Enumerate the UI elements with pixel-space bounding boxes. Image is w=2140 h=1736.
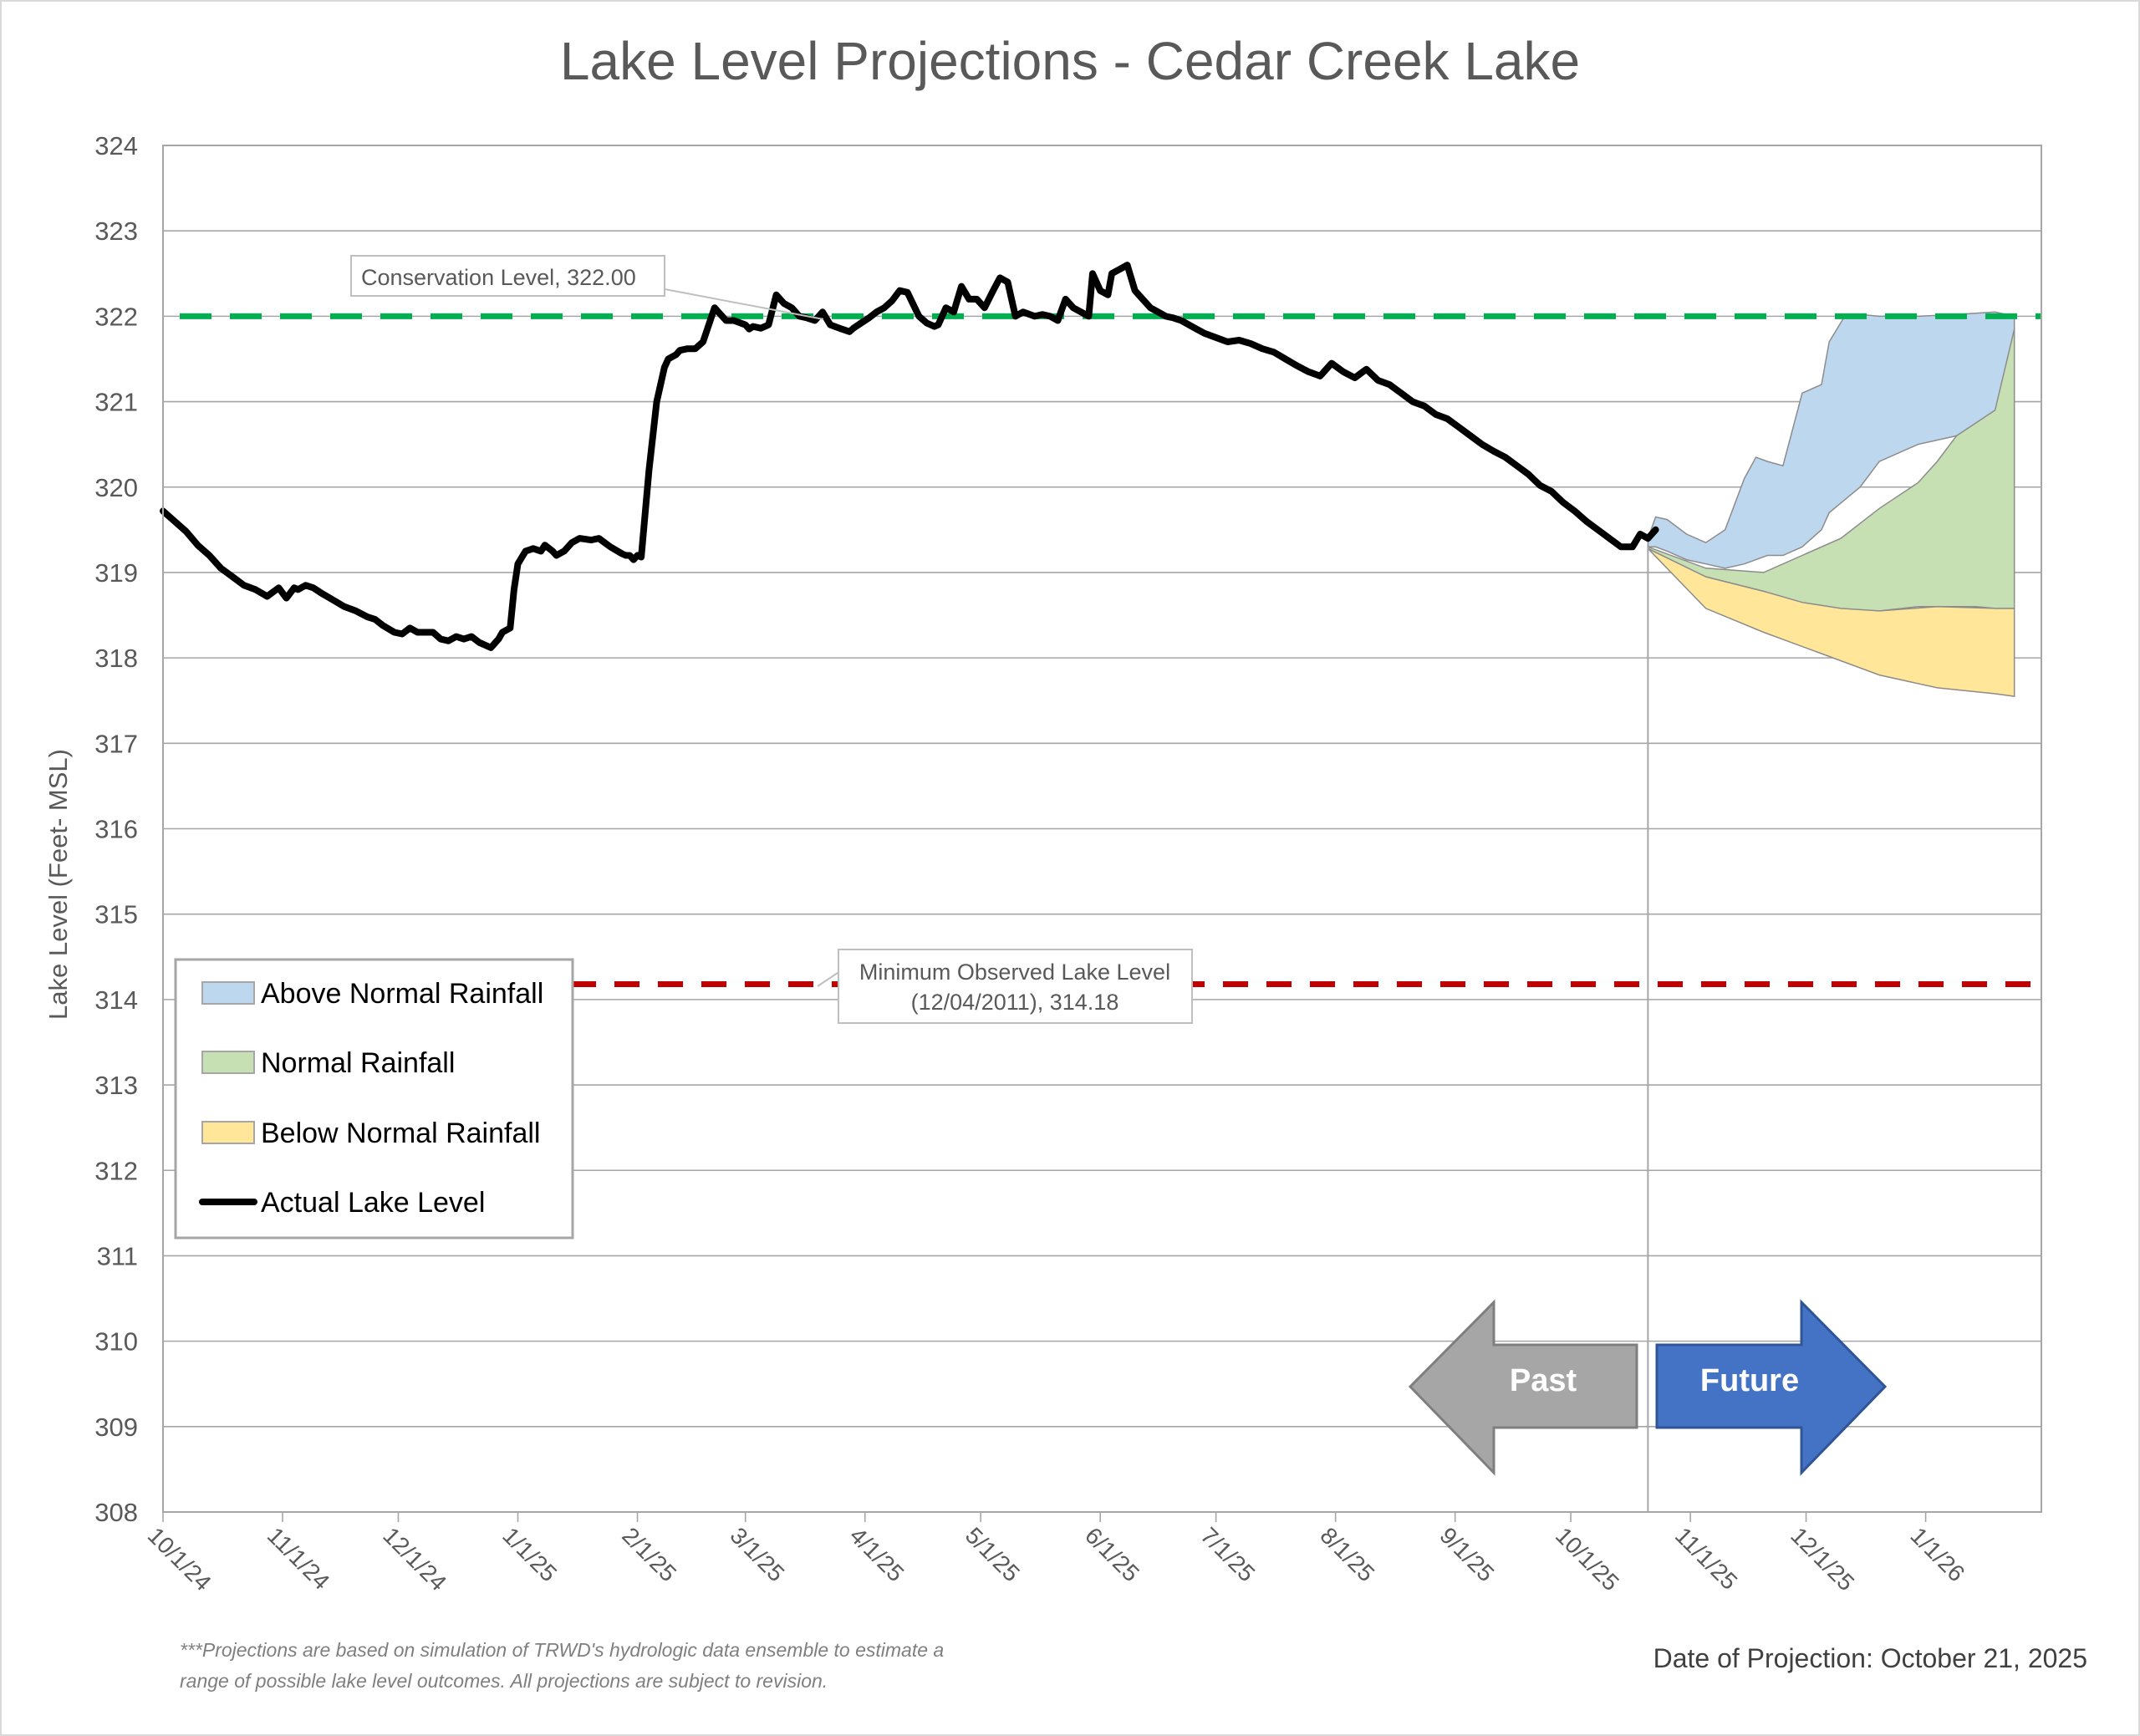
conservation-level-label: Conservation Level, 322.00 (361, 265, 636, 290)
legend: Above Normal Rainfall Normal Rainfall Be… (174, 958, 574, 1240)
plot-area (162, 145, 2042, 1513)
date-of-projection: Date of Projection: October 21, 2025 (1653, 1643, 2087, 1673)
minimum-level-callout: Minimum Observed Lake Level (12/04/2011)… (817, 949, 1193, 1024)
x-tick-label: 11/1/25 (1670, 1522, 1743, 1595)
y-tick-label: 313 (94, 1071, 138, 1100)
x-tick-label: 8/1/25 (1315, 1522, 1379, 1586)
y-tick-label: 322 (94, 302, 138, 331)
y-tick-label: 310 (94, 1327, 138, 1357)
y-tick-label: 311 (97, 1241, 138, 1270)
future-arrow: Future (1655, 1299, 1888, 1476)
x-tick-label: 10/1/24 (143, 1522, 217, 1596)
past-arrow-label: Past (1510, 1363, 1577, 1398)
minimum-level-label-line2: (12/04/2011), 314.18 (911, 990, 1119, 1015)
y-tick-label: 316 (94, 815, 138, 844)
legend-label-above-normal: Above Normal Rainfall (261, 978, 543, 1010)
x-tick-label: 2/1/25 (617, 1522, 681, 1586)
y-tick-label: 309 (94, 1413, 138, 1442)
x-tick-label: 3/1/25 (725, 1522, 789, 1586)
x-tick-label: 10/1/25 (1551, 1522, 1624, 1596)
callout-leader (817, 970, 841, 987)
callout-box (838, 949, 1193, 1024)
past-arrow: Past (1408, 1299, 1638, 1476)
y-tick-label: 323 (94, 216, 138, 246)
legend-swatch-below-normal (201, 1121, 255, 1144)
x-tick-label: 7/1/25 (1195, 1522, 1260, 1586)
x-tick-label: 1/1/26 (1905, 1522, 1969, 1586)
y-tick-label: 308 (94, 1498, 138, 1527)
y-axis-title: Lake Level (Feet- MSL) (43, 749, 73, 1020)
callout-box (350, 255, 665, 297)
gridlines (163, 145, 2041, 1513)
x-tick-label: 9/1/25 (1434, 1522, 1499, 1586)
above-normal-rainfall-band (1647, 311, 2015, 569)
chart-title: Lake Level Projections - Cedar Creek Lak… (560, 31, 1580, 91)
callout-leader (660, 288, 824, 320)
legend-swatch-normal (201, 1051, 255, 1074)
y-tick-label: 314 (94, 985, 138, 1015)
x-tick-label: 6/1/25 (1080, 1522, 1144, 1586)
conservation-level-callout: Conservation Level, 322.00 (350, 255, 824, 320)
y-tick-label: 321 (94, 388, 138, 417)
y-tick-label: 319 (94, 558, 138, 588)
x-tick-label: 11/1/24 (262, 1522, 335, 1595)
y-tick-label: 320 (94, 473, 138, 502)
normal-rainfall-band (1647, 327, 2015, 612)
legend-label-normal: Normal Rainfall (261, 1047, 455, 1079)
footnote-line2: range of possible lake level outcomes. A… (180, 1670, 828, 1692)
x-tick-label: 5/1/25 (960, 1522, 1025, 1586)
legend-label-below-normal: Below Normal Rainfall (261, 1117, 540, 1149)
legend-label-actual: Actual Lake Level (261, 1187, 485, 1219)
actual-lake-level-line (160, 262, 1659, 651)
past-arrow-shape (1408, 1299, 1638, 1476)
y-tick-label: 312 (94, 1156, 138, 1185)
y-tick-label: 324 (94, 131, 138, 160)
projection-bands (1647, 311, 2015, 697)
future-arrow-shape (1655, 1299, 1888, 1476)
footnote-line1: ***Projections are based on simulation o… (180, 1639, 944, 1661)
minimum-level-label-line1: Minimum Observed Lake Level (859, 960, 1170, 985)
legend-box (174, 958, 574, 1240)
future-arrow-label: Future (1700, 1363, 1799, 1398)
x-tick-label: 1/1/25 (497, 1522, 562, 1586)
x-tick-label: 12/1/24 (378, 1522, 451, 1596)
y-tick-label: 315 (94, 900, 138, 929)
y-tick-label: 318 (94, 644, 138, 673)
y-tick-label: 317 (94, 729, 138, 758)
x-tick-label: 4/1/25 (844, 1522, 909, 1586)
x-tick-label: 12/1/25 (1786, 1522, 1859, 1596)
legend-swatch-above-normal (201, 981, 255, 1005)
